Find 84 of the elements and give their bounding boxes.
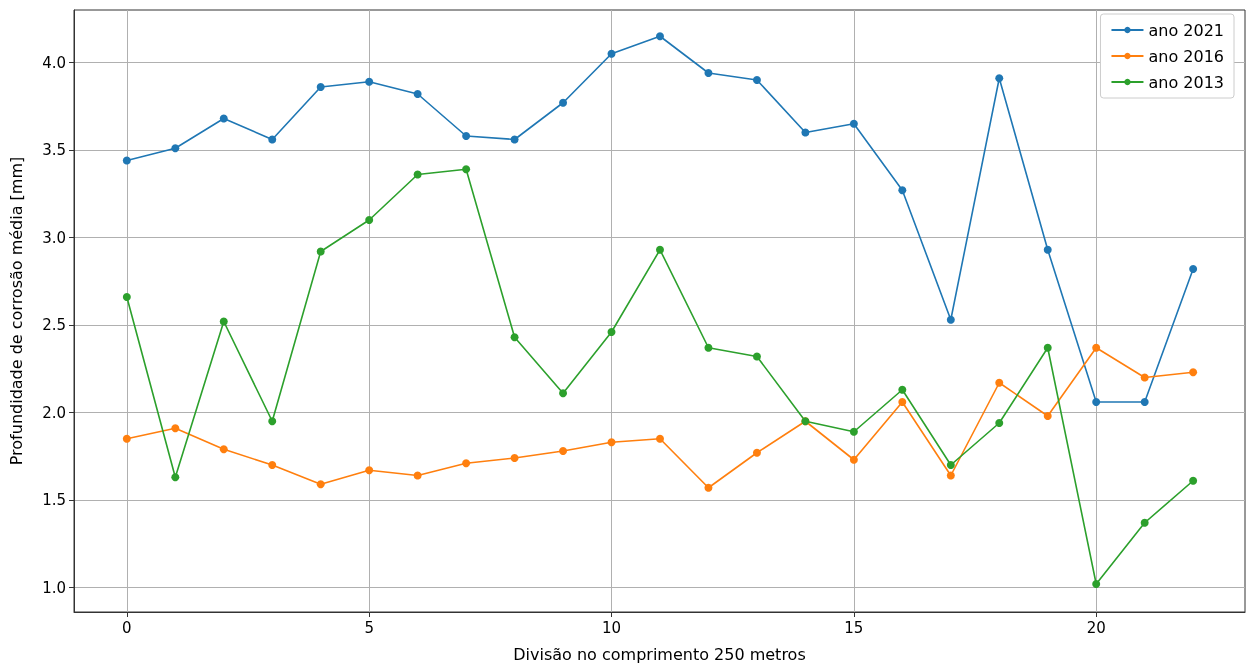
- point: [946, 471, 955, 480]
- point: [946, 461, 955, 469]
- point: [559, 389, 568, 398]
- point: [171, 473, 180, 482]
- point: [849, 119, 858, 128]
- y-tick-label: 2.5: [42, 316, 66, 334]
- x-tick-label: 10: [601, 618, 622, 637]
- y-tick-label: 3.0: [42, 228, 66, 247]
- point: [704, 69, 713, 77]
- point: [316, 83, 325, 91]
- point: [510, 333, 519, 342]
- point: [219, 445, 228, 454]
- point: [268, 461, 277, 469]
- point: [122, 293, 131, 301]
- point: [655, 245, 664, 254]
- point: [122, 156, 131, 165]
- point: [607, 438, 616, 447]
- point: [1043, 245, 1052, 254]
- point: [365, 216, 374, 224]
- point: [607, 328, 616, 336]
- point: [122, 434, 131, 443]
- point: [655, 434, 664, 443]
- x-tick-label: 15: [844, 618, 864, 637]
- legend-label: ano 2013: [1148, 72, 1225, 92]
- point: [898, 398, 907, 406]
- point: [1140, 373, 1149, 382]
- point: [413, 170, 422, 179]
- y-tick-label: 2.0: [42, 403, 66, 422]
- point: [365, 466, 374, 475]
- point: [1189, 476, 1198, 485]
- point: [462, 459, 471, 468]
- point: [365, 77, 374, 86]
- point: [171, 144, 180, 153]
- point: [849, 455, 858, 464]
- y-axis-title: Profundidade de corrosão média [mm]: [6, 156, 26, 466]
- point: [413, 471, 422, 480]
- point: [995, 378, 1004, 387]
- point: [510, 135, 519, 144]
- point: [995, 419, 1004, 427]
- legend-label: ano 2016: [1148, 46, 1225, 66]
- point: [268, 417, 277, 426]
- point: [413, 90, 422, 98]
- y-tick-label: 3.5: [42, 141, 66, 159]
- point: [1092, 398, 1101, 406]
- y-tick-label: 1.0: [42, 578, 66, 597]
- point: [1092, 343, 1101, 352]
- point: [462, 165, 471, 174]
- point: [1189, 368, 1198, 377]
- point: [704, 343, 713, 352]
- point: [898, 186, 907, 195]
- point: [219, 114, 228, 123]
- x-tick-label: 20: [1086, 618, 1106, 637]
- point: [752, 352, 761, 361]
- point: [1140, 518, 1149, 527]
- point: [801, 128, 810, 137]
- point: [898, 385, 907, 394]
- legend-label: ano 2021: [1148, 20, 1225, 40]
- y-tick-label: 4.0: [42, 53, 66, 72]
- point: [752, 448, 761, 457]
- point: [607, 49, 616, 58]
- point: [1043, 343, 1052, 352]
- point: [510, 454, 519, 462]
- point: [1092, 580, 1101, 588]
- point: [704, 483, 713, 492]
- x-axis-title: Divisão no comprimento 250 metros: [513, 644, 806, 664]
- point: [171, 424, 180, 433]
- x-tick-label: 0: [122, 618, 132, 637]
- point: [316, 480, 325, 489]
- point: [1140, 398, 1149, 406]
- point: [559, 447, 568, 455]
- point: [462, 132, 471, 140]
- point: [219, 317, 228, 326]
- y-tick-label: 1.5: [42, 491, 66, 509]
- point: [268, 135, 277, 144]
- point: [752, 76, 761, 84]
- point: [849, 427, 858, 436]
- point: [1043, 412, 1052, 420]
- x-tick-label: 5: [364, 618, 374, 637]
- point: [946, 315, 955, 324]
- point: [559, 98, 568, 107]
- point: [995, 74, 1004, 83]
- point: [1189, 265, 1198, 273]
- point: [316, 247, 325, 256]
- point: [655, 32, 664, 41]
